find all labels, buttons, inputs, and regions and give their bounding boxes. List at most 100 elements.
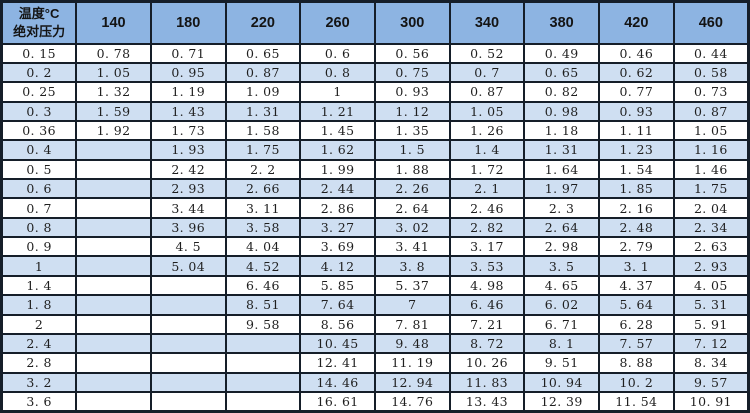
value-cell: 0. 98 (523, 100, 600, 122)
value-cell: 2. 3 (523, 197, 600, 219)
value-cell: 2. 64 (523, 216, 600, 239)
value-cell: 2. 1 (448, 177, 526, 200)
pressure-row-header: 3. 2 (0, 371, 78, 393)
value-cell: 1. 73 (149, 119, 227, 142)
value-cell: 2. 79 (598, 236, 675, 258)
value-cell: 0. 73 (672, 81, 750, 103)
value-cell: 1. 75 (672, 177, 750, 200)
value-cell: 2. 2 (224, 158, 302, 181)
value-cell: 0. 65 (523, 61, 600, 84)
value-cell: 8. 56 (299, 313, 376, 335)
value-cell: 1. 31 (523, 139, 600, 161)
value-cell: 1. 88 (373, 158, 451, 181)
value-cell (75, 236, 152, 258)
value-cell: 8. 34 (672, 352, 750, 374)
value-cell: 1. 85 (598, 177, 675, 200)
value-cell: 7 (373, 294, 451, 316)
corner-header-cell: 温度°C 绝对压力 (0, 0, 78, 45)
value-cell: 7. 12 (672, 332, 750, 355)
value-cell: 2. 66 (224, 177, 302, 200)
temperature-column-header-220: 220 (224, 0, 302, 45)
table-row: 0. 2 1. 05 0. 95 0. 87 0. 8 0. 75 0. 7 0. 65 0. … (0, 61, 750, 84)
value-cell: 1. 05 (448, 100, 526, 122)
value-cell: 0. 49 (523, 42, 600, 64)
table-row: 1 5. 04 4. 52 4. 12 3. 8 3. 53 3. 5 3. 1 2. 93 (0, 255, 750, 277)
value-cell: 5. 85 (299, 274, 376, 297)
temperature-column-header-140: 140 (75, 0, 152, 45)
table-row: 0. 15 0. 78 0. 71 0. 65 0. 6 0. 56 0. 52 0. 49 0… (0, 42, 750, 64)
value-cell (75, 371, 152, 393)
value-cell: 4. 04 (224, 236, 302, 258)
value-cell (75, 332, 152, 355)
value-cell (224, 332, 302, 355)
value-cell (149, 332, 227, 355)
value-cell: 2. 98 (523, 236, 600, 258)
value-cell: 8. 88 (598, 352, 675, 374)
pressure-row-header: 2. 4 (0, 332, 78, 355)
value-cell: 1. 72 (448, 158, 526, 181)
table-row: 0. 3 1. 59 1. 43 1. 31 1. 21 1. 12 1. 05 0. 98 0… (0, 100, 750, 122)
value-cell: 1. 5 (373, 139, 451, 161)
value-cell: 12. 39 (523, 390, 600, 413)
value-cell: 11. 83 (448, 371, 526, 393)
value-cell: 4. 65 (523, 274, 600, 297)
corner-label-temperature: 温度°C (18, 6, 60, 22)
value-cell: 6. 46 (224, 274, 302, 297)
value-cell (224, 352, 302, 374)
value-cell: 2. 48 (598, 216, 675, 239)
value-cell: 1. 16 (672, 139, 750, 161)
temperature-column-header-300: 300 (373, 0, 451, 45)
value-cell: 0. 77 (598, 81, 675, 103)
value-cell: 13. 43 (448, 390, 526, 413)
value-cell: 1. 26 (448, 119, 526, 142)
value-cell: 1. 62 (299, 139, 376, 161)
value-cell: 0. 46 (598, 42, 675, 64)
value-cell: 10. 94 (523, 371, 600, 393)
value-cell: 3. 5 (523, 255, 600, 277)
value-cell: 0. 58 (672, 61, 750, 84)
value-cell: 2. 86 (299, 197, 376, 219)
value-cell (75, 255, 152, 277)
value-cell: 6. 71 (523, 313, 600, 335)
pressure-row-header: 1. 8 (0, 294, 78, 316)
table-row: 2 9. 58 8. 56 7. 81 7. 21 6. 71 6. 28 5. 91 (0, 313, 750, 335)
value-cell: 0. 75 (373, 61, 451, 84)
value-cell: 5. 37 (373, 274, 451, 297)
temperature-column-header-340: 340 (448, 0, 526, 45)
value-cell: 9. 48 (373, 332, 451, 355)
value-cell: 0. 71 (149, 42, 227, 64)
value-cell: 9. 57 (672, 371, 750, 393)
value-cell (75, 274, 152, 297)
pressure-row-header: 3. 6 (0, 390, 78, 413)
value-cell: 0. 87 (224, 61, 302, 84)
value-cell (75, 390, 152, 413)
value-cell: 8. 72 (448, 332, 526, 355)
pressure-row-header: 0. 25 (0, 81, 78, 103)
value-cell: 14. 46 (299, 371, 376, 393)
value-cell: 2. 64 (373, 197, 451, 219)
value-cell (149, 274, 227, 297)
value-cell: 3. 69 (299, 236, 376, 258)
value-cell: 1 (299, 81, 376, 103)
value-cell: 11. 19 (373, 352, 451, 374)
value-cell: 3. 53 (448, 255, 526, 277)
value-cell (149, 313, 227, 335)
value-cell: 14. 76 (373, 390, 451, 413)
value-cell: 2. 46 (448, 197, 526, 219)
value-cell: 3. 96 (149, 216, 227, 239)
pressure-row-header: 2 (0, 313, 78, 335)
value-cell (149, 352, 227, 374)
value-cell: 7. 57 (598, 332, 675, 355)
value-cell: 3. 41 (373, 236, 451, 258)
value-cell: 0. 78 (75, 42, 152, 64)
value-cell: 1. 18 (523, 119, 600, 142)
value-cell: 1. 43 (149, 100, 227, 122)
value-cell: 1. 75 (224, 139, 302, 161)
value-cell: 8. 1 (523, 332, 600, 355)
value-cell: 1. 64 (523, 158, 600, 181)
value-cell: 2. 82 (448, 216, 526, 239)
value-cell: 2. 42 (149, 158, 227, 181)
table-row: 3. 2 14. 46 12. 94 11. 83 10. 94 10. 2 9. 57 (0, 371, 750, 393)
value-cell: 1. 19 (149, 81, 227, 103)
table-row: 1. 4 6. 46 5. 85 5. 37 4. 98 4. 65 4. 37 4. 05 (0, 274, 750, 297)
